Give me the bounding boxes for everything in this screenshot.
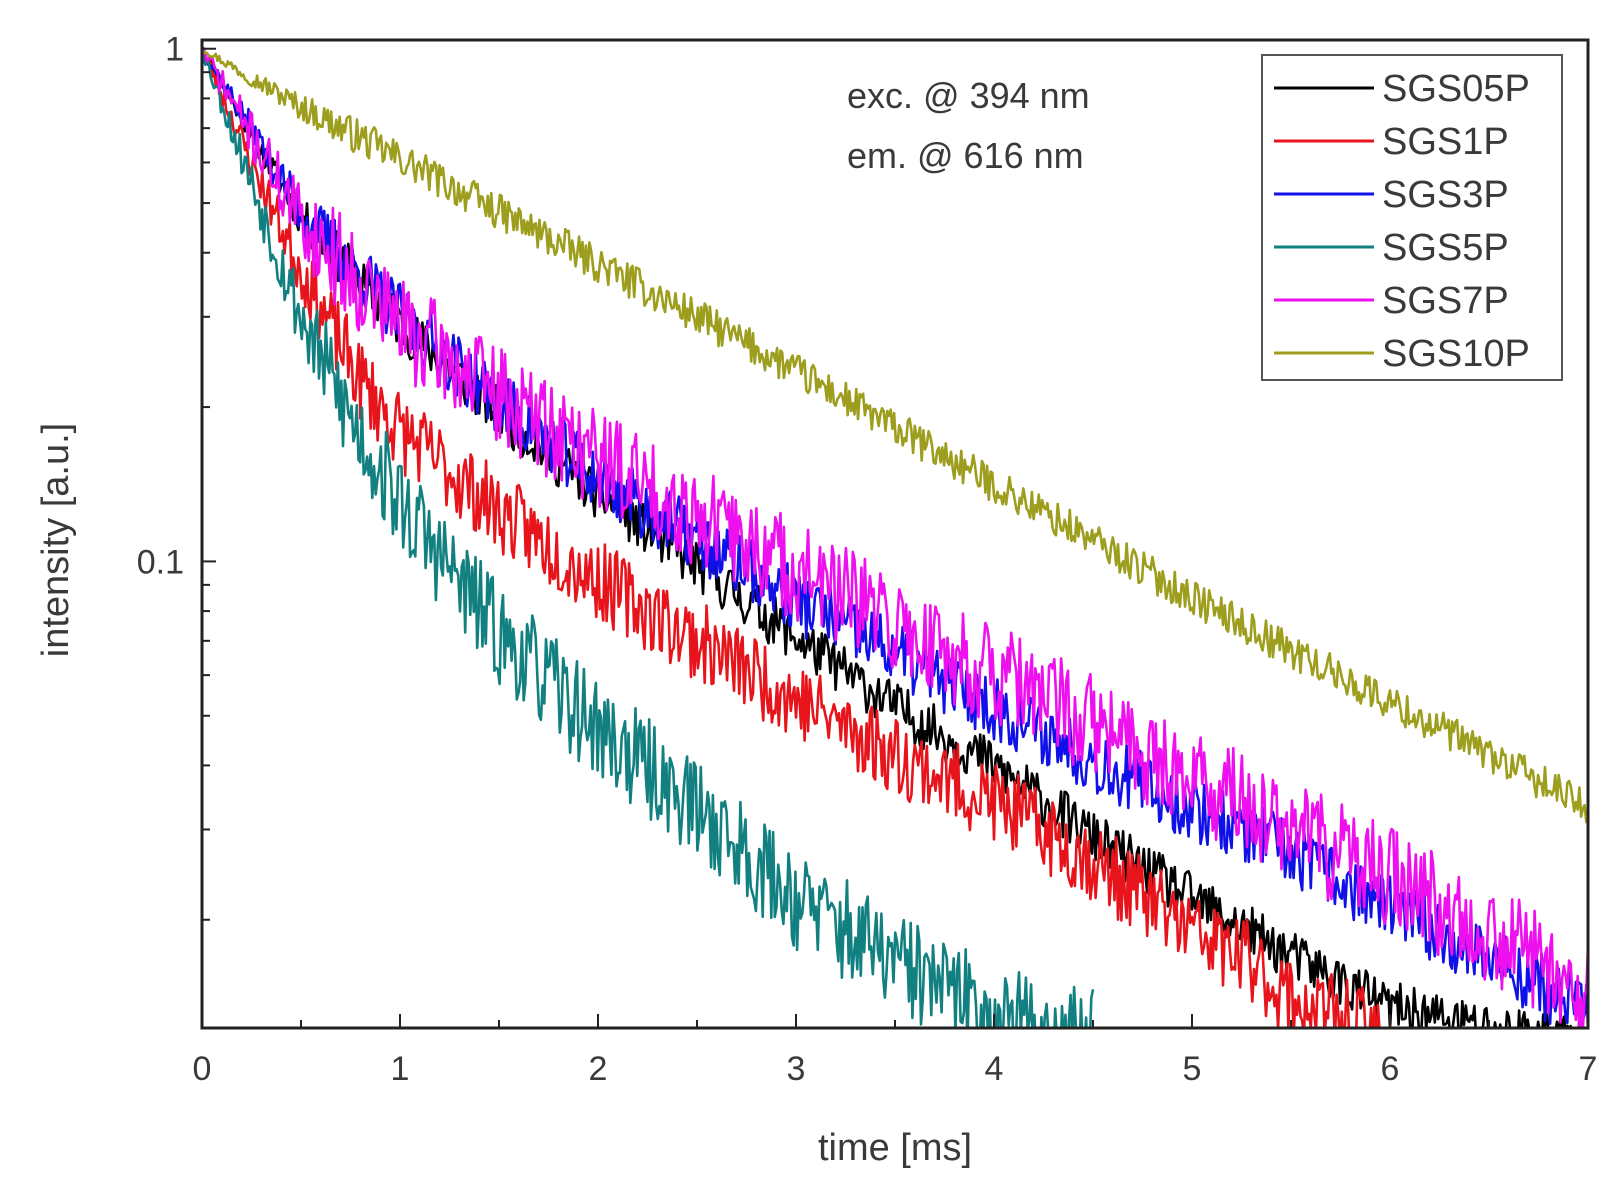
x-tick-label: 7 bbox=[1579, 1050, 1598, 1088]
legend-label-sgs5p: SGS5P bbox=[1382, 227, 1509, 269]
y-tick-label: 1 bbox=[165, 31, 184, 69]
legend-label-sgs3p: SGS3P bbox=[1382, 174, 1509, 216]
y-tick-label: 0.1 bbox=[137, 543, 184, 581]
series-line-sgs7p bbox=[202, 46, 1588, 1028]
legend-label-sgs10p: SGS10P bbox=[1382, 333, 1530, 375]
x-tick-label: 5 bbox=[1183, 1050, 1202, 1088]
y-axis: 10.1 bbox=[137, 31, 216, 921]
x-tick-label: 6 bbox=[1381, 1050, 1400, 1088]
legend-label-sgs05p: SGS05P bbox=[1382, 68, 1530, 110]
x-tick-label: 4 bbox=[985, 1050, 1004, 1088]
x-tick-label: 3 bbox=[787, 1050, 806, 1088]
series-line-sgs5p bbox=[202, 52, 1095, 1028]
x-tick-label: 0 bbox=[193, 1050, 212, 1088]
legend-label-sgs7p: SGS7P bbox=[1382, 280, 1509, 322]
excitation-annotation: exc. @ 394 nm bbox=[847, 75, 1090, 116]
series-line-sgs1p bbox=[202, 51, 1392, 1028]
legend: SGS05P SGS1P SGS3P SGS5P SGS7P SGS10P bbox=[1261, 54, 1563, 381]
x-tick-label: 1 bbox=[391, 1050, 410, 1088]
emission-annotation: em. @ 616 nm bbox=[847, 135, 1084, 176]
legend-label-sgs1p: SGS1P bbox=[1382, 121, 1509, 163]
x-axis-title: time [ms] bbox=[818, 1127, 972, 1169]
x-tick-label: 2 bbox=[589, 1050, 608, 1088]
legend-box bbox=[1261, 54, 1563, 381]
series-line-sgs10p bbox=[202, 49, 1588, 824]
series-layer bbox=[202, 46, 1588, 1028]
y-axis-title: intensity [a.u.] bbox=[35, 423, 77, 657]
x-axis: 0 1 2 3 4 5 6 7 bbox=[193, 1014, 1598, 1088]
